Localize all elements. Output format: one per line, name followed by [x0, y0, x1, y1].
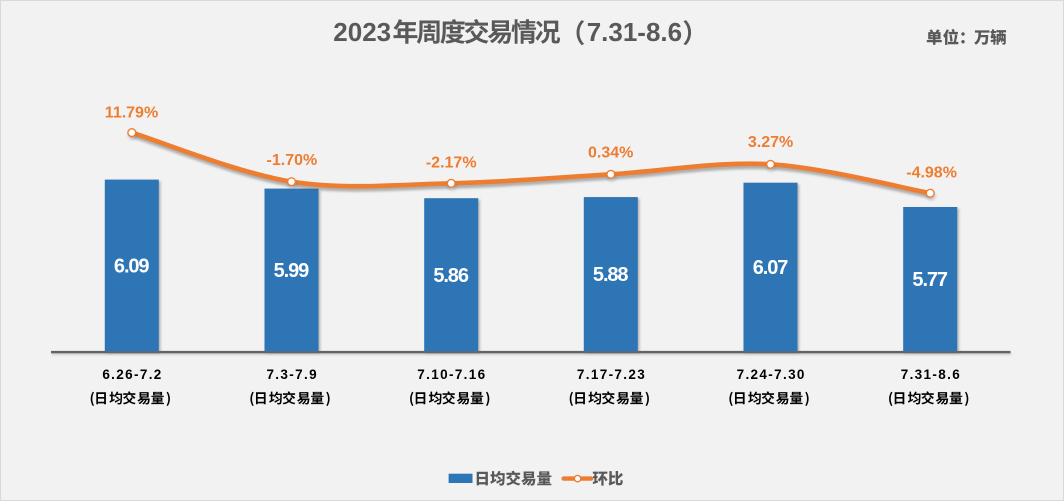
- svg-text:7.24-7.30: 7.24-7.30: [737, 367, 806, 382]
- svg-text:6.07: 6.07: [753, 257, 789, 279]
- svg-text:5.88: 5.88: [593, 264, 629, 286]
- svg-text:0.34%: 0.34%: [588, 145, 633, 162]
- svg-text:5.86: 5.86: [433, 265, 469, 287]
- svg-text:6.26-7.2: 6.26-7.2: [102, 367, 162, 382]
- svg-text:7.17-7.23: 7.17-7.23: [577, 367, 646, 382]
- svg-text:-1.70%: -1.70%: [267, 152, 318, 169]
- svg-text:7.3-7.9: 7.3-7.9: [266, 367, 317, 382]
- svg-text:6.09: 6.09: [114, 256, 150, 278]
- svg-text:-2.17%: -2.17%: [426, 155, 477, 172]
- svg-text:11.79%: 11.79%: [105, 104, 158, 121]
- svg-text:5.77: 5.77: [912, 269, 948, 291]
- svg-text:5.99: 5.99: [274, 260, 310, 282]
- svg-text:7.10-7.16: 7.10-7.16: [417, 367, 486, 382]
- svg-text:2023: 2023: [333, 17, 391, 47]
- svg-text:-4.98%: -4.98%: [906, 165, 957, 182]
- svg-text:7.31-8.6: 7.31-8.6: [587, 17, 682, 47]
- svg-text:3.27%: 3.27%: [748, 134, 793, 151]
- svg-text:7.31-8.6: 7.31-8.6: [901, 367, 961, 382]
